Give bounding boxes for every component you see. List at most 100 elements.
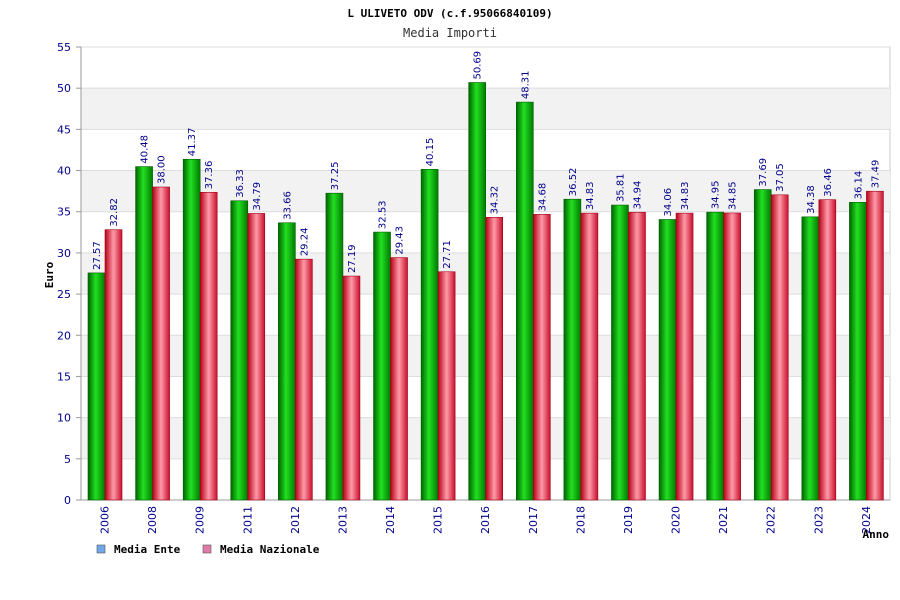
data-label: 34.32 <box>490 186 501 215</box>
data-label: 32.53 <box>378 200 389 229</box>
legend-swatch <box>202 544 212 554</box>
data-label: 36.14 <box>853 171 864 200</box>
bar-ente-2012 <box>278 222 296 501</box>
data-label: 29.43 <box>395 226 406 255</box>
data-label: 34.83 <box>680 181 691 210</box>
bar-nazionale-2017 <box>532 214 551 501</box>
data-label: 50.69 <box>473 51 484 80</box>
data-label: 37.49 <box>870 160 881 189</box>
y-tick-label: 55 <box>57 41 71 54</box>
y-axis-label: Euro <box>43 261 56 288</box>
bar-ente-2008 <box>135 166 153 501</box>
bar-ente-2020 <box>658 219 677 501</box>
data-label: 34.06 <box>663 188 674 217</box>
y-tick-label: 35 <box>57 206 71 219</box>
bar-ente-2023 <box>801 216 820 501</box>
bar-ente-2022 <box>753 189 772 501</box>
bar-ente-2017 <box>515 101 534 501</box>
data-label: 37.25 <box>330 162 341 191</box>
y-tick-label: 50 <box>57 82 71 95</box>
bar-nazionale-2015 <box>437 271 456 501</box>
legend-label: Media Nazionale <box>220 543 320 556</box>
data-label: 34.79 <box>252 182 263 211</box>
x-tick-label: 2014 <box>384 506 397 534</box>
bar-ente-2015 <box>420 169 439 501</box>
data-label: 34.95 <box>711 180 722 209</box>
data-label: 41.37 <box>187 128 198 157</box>
data-label: 37.36 <box>204 161 215 190</box>
bar-nazionale-2011 <box>247 213 266 501</box>
y-tick-label: 30 <box>57 247 71 260</box>
bar-nazionale-2006 <box>104 229 123 501</box>
data-label: 40.15 <box>425 138 436 167</box>
bar-nazionale-2016 <box>485 217 504 501</box>
bar-ente-2011 <box>230 200 249 501</box>
y-tick-label: 40 <box>57 165 71 178</box>
bars: 27.57 32.82 40.48 38.00 41.37 37.36 36.33 34.79… <box>87 51 884 501</box>
bar-nazionale-2012 <box>295 258 313 501</box>
legend-label: Media Ente <box>114 543 181 556</box>
bar-nazionale-2013 <box>342 275 361 501</box>
x-tick-label: 2011 <box>241 506 254 534</box>
data-label: 29.24 <box>299 228 310 257</box>
y-tick-label: 10 <box>57 412 71 425</box>
data-label: 32.82 <box>109 198 120 227</box>
bar-ente-2019 <box>611 204 629 501</box>
chart-subtitle: Media Importi <box>403 26 497 40</box>
x-tick-label: 2017 <box>527 506 540 534</box>
x-tick-label: 2016 <box>479 506 492 534</box>
x-tick-label: 2012 <box>289 506 302 534</box>
data-label: 27.57 <box>92 241 103 270</box>
x-tick-label: 2006 <box>99 506 112 534</box>
bar-ente-2018 <box>563 198 582 501</box>
data-label: 37.05 <box>775 163 786 192</box>
data-label: 37.69 <box>758 158 769 187</box>
data-label: 33.66 <box>282 191 293 220</box>
chart-title: L ULIVETO ODV (c.f.95066840109) <box>347 7 552 20</box>
y-tick-label: 15 <box>57 370 71 383</box>
data-label: 34.38 <box>806 185 817 214</box>
y-tick-label: 5 <box>64 453 71 466</box>
bar-nazionale-2018 <box>580 212 599 501</box>
bar-nazionale-2019 <box>628 211 646 501</box>
bar-nazionale-2021 <box>723 212 741 501</box>
data-label: 27.19 <box>347 244 358 273</box>
data-label: 40.48 <box>140 135 151 164</box>
bar-ente-2024 <box>849 202 867 501</box>
x-tick-label: 2008 <box>146 506 159 534</box>
y-tick-label: 20 <box>57 329 71 342</box>
data-label: 27.71 <box>442 240 453 269</box>
bar-ente-2016 <box>468 82 487 501</box>
bar-ente-2021 <box>706 211 724 501</box>
y-tick-label: 0 <box>64 494 71 507</box>
x-tick-label: 2019 <box>622 506 635 534</box>
bar-nazionale-2014 <box>390 257 408 501</box>
data-label: 34.68 <box>537 183 548 212</box>
y-tick-label: 45 <box>57 123 71 136</box>
bar-nazionale-2009 <box>199 191 218 501</box>
data-label: 38.00 <box>157 155 168 184</box>
data-label: 36.52 <box>568 168 579 197</box>
x-axis-ticks: 2006 2008 2009 2011 2012 2013 2014 2015 2016 2017… <box>99 506 873 534</box>
y-tick-label: 25 <box>57 288 71 301</box>
data-label: 34.83 <box>585 181 596 210</box>
bar-ente-2013 <box>325 192 344 501</box>
data-label: 34.85 <box>728 181 739 210</box>
data-label: 36.33 <box>235 169 246 198</box>
bar-nazionale-2020 <box>675 212 694 501</box>
bar-ente-2009 <box>182 158 201 501</box>
bar-nazionale-2022 <box>770 194 789 501</box>
x-tick-label: 2009 <box>194 506 207 534</box>
data-label: 48.31 <box>520 70 531 99</box>
bar-ente-2006 <box>87 272 106 501</box>
data-label: 35.81 <box>615 173 626 202</box>
legend-swatch <box>96 544 106 554</box>
bar-ente-2014 <box>373 231 391 501</box>
x-tick-label: 2023 <box>812 506 825 534</box>
bar-nazionale-2024 <box>866 190 884 501</box>
x-axis-label: Anno <box>863 528 890 541</box>
bar-nazionale-2023 <box>818 199 837 501</box>
x-tick-label: 2020 <box>670 506 683 534</box>
x-tick-label: 2021 <box>717 506 730 534</box>
